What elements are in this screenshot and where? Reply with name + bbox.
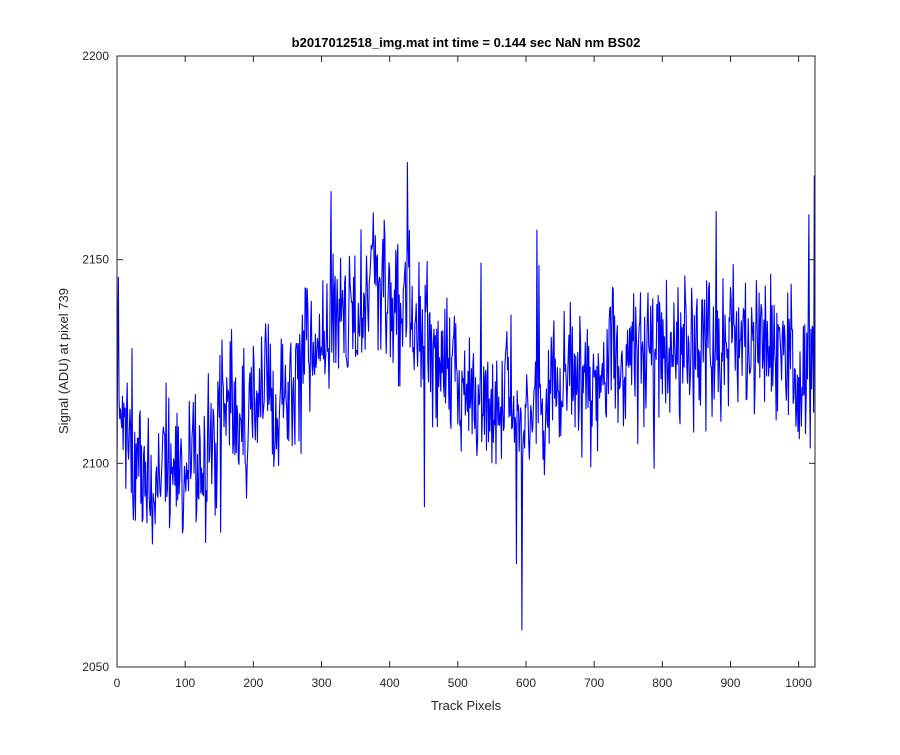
x-tick-label-5: 500	[448, 676, 468, 690]
y-tick-label-2: 2150	[82, 253, 109, 267]
y-axis-label: Signal (ADU) at pixel 739	[56, 288, 71, 434]
x-tick-label-7: 700	[584, 676, 604, 690]
plot-content	[117, 162, 815, 631]
x-tick-label-0: 0	[114, 676, 121, 690]
chart-title: b2017012518_img.mat int time = 0.144 sec…	[292, 35, 641, 50]
x-tick-label-1: 100	[175, 676, 195, 690]
series-line-0	[117, 162, 815, 631]
y-axis: 2050 2100 2150 2200	[82, 49, 815, 674]
y-tick-label-0: 2050	[82, 660, 109, 674]
x-tick-label-9: 900	[720, 676, 740, 690]
y-tick-label-3: 2200	[82, 49, 109, 63]
x-tick-label-10: 1000	[785, 676, 812, 690]
x-tick-label-4: 400	[380, 676, 400, 690]
x-axis-label: Track Pixels	[431, 698, 502, 713]
x-tick-label-3: 300	[311, 676, 331, 690]
x-tick-label-2: 200	[243, 676, 263, 690]
x-tick-label-8: 800	[652, 676, 672, 690]
x-axis: 0 100 200 300 400 500 600 700 800 900 1000	[114, 56, 812, 690]
y-tick-label-1: 2100	[82, 456, 109, 470]
x-tick-label-6: 600	[516, 676, 536, 690]
plot-frame	[116, 55, 816, 668]
